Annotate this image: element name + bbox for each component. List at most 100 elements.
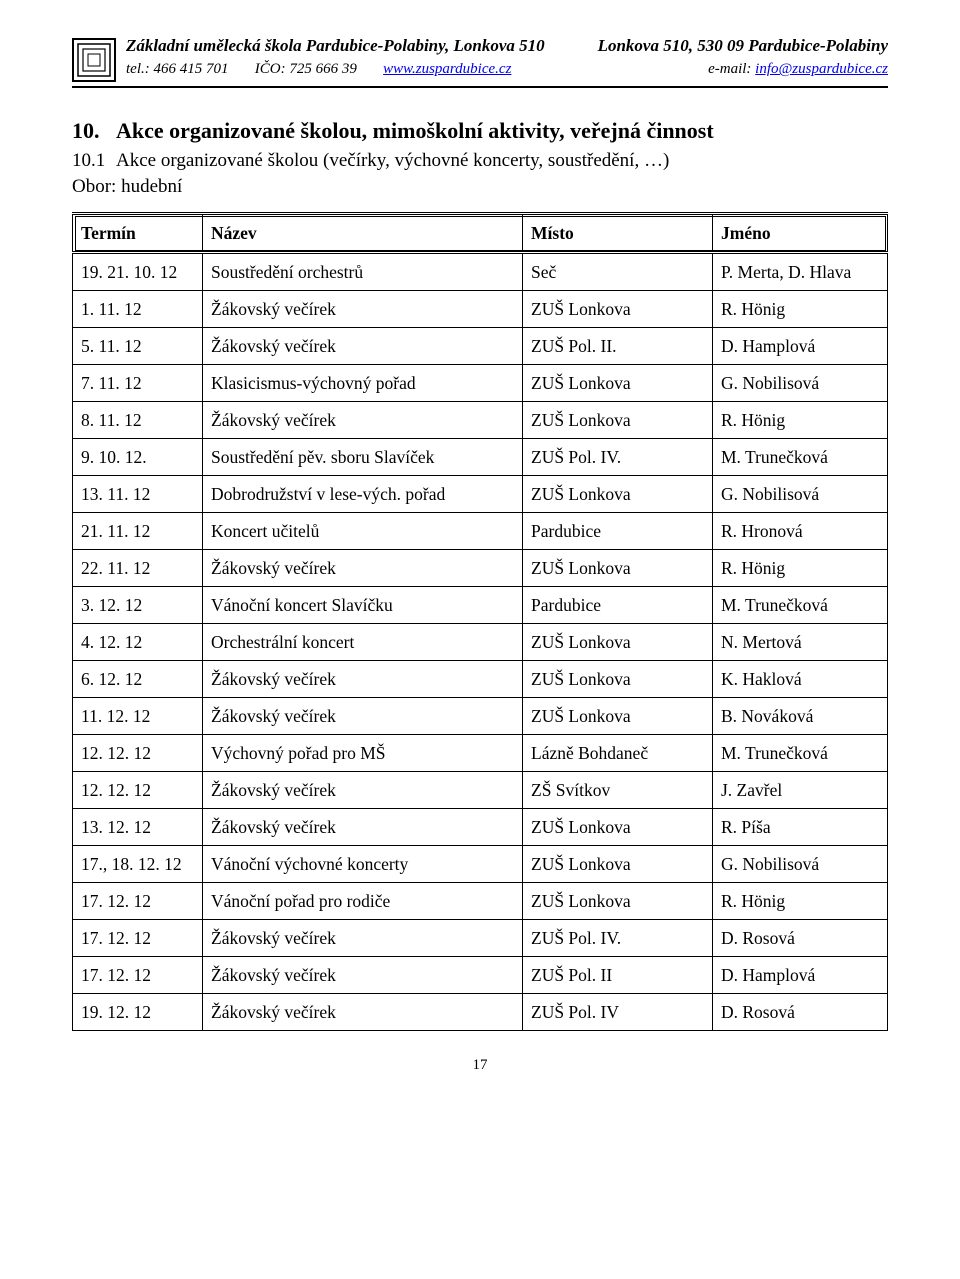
tel-label: tel.: (126, 61, 154, 77)
email-link[interactable]: info@zuspardubice.cz (755, 61, 888, 77)
contact-line-right: e-mail: info@zuspardubice.cz (708, 60, 888, 80)
table-cell: ZUŠ Pol. IV. (523, 439, 713, 476)
table-row: 11. 12. 12Žákovský večírekZUŠ LonkovaB. … (73, 698, 888, 735)
table-row: 13. 12. 12Žákovský večírekZUŠ LonkovaR. … (73, 809, 888, 846)
table-row: 19. 21. 10. 12Soustředění orchestrůSečP.… (73, 253, 888, 291)
table-cell: 13. 11. 12 (73, 476, 203, 513)
table-cell: Žákovský večírek (203, 402, 523, 439)
table-cell: Pardubice (523, 587, 713, 624)
table-cell: Žákovský večírek (203, 698, 523, 735)
table-cell: Žákovský večírek (203, 291, 523, 328)
table-cell: M. Trunečková (713, 735, 888, 772)
table-cell: ZUŠ Lonkova (523, 698, 713, 735)
table-cell: 3. 12. 12 (73, 587, 203, 624)
section-number: 10. (72, 118, 116, 144)
subsection-number: 10.1 (72, 150, 116, 172)
table-cell: Žákovský večírek (203, 550, 523, 587)
events-table-head: Termín Název Místo Jméno (73, 214, 888, 253)
table-cell: M. Trunečková (713, 439, 888, 476)
table-cell: Lázně Bohdaneč (523, 735, 713, 772)
page-number: 17 (72, 1057, 888, 1074)
events-table: Termín Název Místo Jméno 19. 21. 10. 12S… (72, 212, 888, 1031)
table-cell: ZUŠ Lonkova (523, 550, 713, 587)
table-cell: Orchestrální koncert (203, 624, 523, 661)
table-cell: ZUŠ Lonkova (523, 809, 713, 846)
website-link[interactable]: www.zuspardubice.cz (383, 61, 511, 77)
table-cell: 5. 11. 12 (73, 328, 203, 365)
table-cell: 12. 12. 12 (73, 735, 203, 772)
table-row: 22. 11. 12Žákovský večírekZUŠ LonkovaR. … (73, 550, 888, 587)
table-cell: Dobrodružství v lese-vých. pořad (203, 476, 523, 513)
discipline-label: Obor: hudební (72, 176, 888, 198)
table-cell: Žákovský večírek (203, 661, 523, 698)
table-cell: G. Nobilisová (713, 846, 888, 883)
table-cell: Žákovský večírek (203, 920, 523, 957)
table-cell: G. Nobilisová (713, 476, 888, 513)
table-cell: ZUŠ Lonkova (523, 624, 713, 661)
table-cell: D. Hamplová (713, 957, 888, 994)
table-cell: 17., 18. 12. 12 (73, 846, 203, 883)
table-cell: ZUŠ Lonkova (523, 846, 713, 883)
table-cell: ZUŠ Lonkova (523, 476, 713, 513)
contact-line-left: tel.: 466 415 701 IČO: 725 666 39 www.zu… (126, 60, 545, 80)
table-row: 17. 12. 12Vánoční pořad pro rodičeZUŠ Lo… (73, 883, 888, 920)
header-left: Základní umělecká škola Pardubice-Polabi… (126, 36, 545, 80)
table-cell: B. Nováková (713, 698, 888, 735)
table-cell: Vánoční pořad pro rodiče (203, 883, 523, 920)
col-header-jmeno: Jméno (713, 214, 888, 253)
table-cell: Pardubice (523, 513, 713, 550)
table-row: 12. 12. 12Výchovný pořad pro MŠLázně Boh… (73, 735, 888, 772)
table-cell: 11. 12. 12 (73, 698, 203, 735)
table-cell: Seč (523, 253, 713, 291)
subsection-title-text: Akce organizované školou (večírky, výcho… (116, 150, 669, 171)
school-logo-icon (72, 38, 116, 82)
table-cell: R. Hönig (713, 550, 888, 587)
table-cell: J. Zavřel (713, 772, 888, 809)
table-row: 21. 11. 12Koncert učitelůPardubiceR. Hro… (73, 513, 888, 550)
table-cell: ZUŠ Lonkova (523, 291, 713, 328)
table-cell: Žákovský večírek (203, 328, 523, 365)
ico-value: 725 666 39 (289, 61, 357, 77)
col-header-nazev: Název (203, 214, 523, 253)
table-row: 9. 10. 12.Soustředění pěv. sboru Slavíče… (73, 439, 888, 476)
ico-label: IČO: (255, 61, 290, 77)
table-cell: ZŠ Svítkov (523, 772, 713, 809)
table-row: 12. 12. 12Žákovský večírekZŠ SvítkovJ. Z… (73, 772, 888, 809)
table-cell: 8. 11. 12 (73, 402, 203, 439)
events-table-body: 19. 21. 10. 12Soustředění orchestrůSečP.… (73, 253, 888, 1031)
table-cell: 9. 10. 12. (73, 439, 203, 476)
table-cell: 4. 12. 12 (73, 624, 203, 661)
table-cell: ZUŠ Lonkova (523, 365, 713, 402)
page-header: Základní umělecká škola Pardubice-Polabi… (72, 36, 888, 82)
table-cell: ZUŠ Pol. IV. (523, 920, 713, 957)
table-cell: ZUŠ Pol. IV (523, 994, 713, 1031)
school-name: Základní umělecká škola Pardubice-Polabi… (126, 36, 545, 56)
table-cell: R. Hronová (713, 513, 888, 550)
table-row: 4. 12. 12Orchestrální koncertZUŠ Lonkova… (73, 624, 888, 661)
table-row: 13. 11. 12Dobrodružství v lese-vých. poř… (73, 476, 888, 513)
table-cell: R. Hönig (713, 883, 888, 920)
table-row: 5. 11. 12Žákovský večírekZUŠ Pol. II.D. … (73, 328, 888, 365)
table-cell: R. Hönig (713, 291, 888, 328)
table-cell: Žákovský večírek (203, 809, 523, 846)
table-cell: Vánoční výchovné koncerty (203, 846, 523, 883)
table-cell: ZUŠ Lonkova (523, 402, 713, 439)
table-cell: Výchovný pořad pro MŠ (203, 735, 523, 772)
table-cell: 13. 12. 12 (73, 809, 203, 846)
table-cell: R. Píša (713, 809, 888, 846)
header-columns: Základní umělecká škola Pardubice-Polabi… (126, 36, 888, 80)
table-cell: D. Rosová (713, 920, 888, 957)
table-cell: Soustředění orchestrů (203, 253, 523, 291)
table-cell: ZUŠ Pol. II. (523, 328, 713, 365)
table-header-row: Termín Název Místo Jméno (73, 214, 888, 253)
table-row: 3. 12. 12Vánoční koncert SlavíčkuPardubi… (73, 587, 888, 624)
table-cell: 17. 12. 12 (73, 920, 203, 957)
table-row: 17. 12. 12Žákovský večírekZUŠ Pol. IID. … (73, 957, 888, 994)
table-cell: Žákovský večírek (203, 772, 523, 809)
table-cell: G. Nobilisová (713, 365, 888, 402)
email-label: e-mail: (708, 61, 755, 77)
header-right: Lonkova 510, 530 09 Pardubice-Polabiny e… (598, 36, 888, 80)
table-cell: N. Mertová (713, 624, 888, 661)
tel-value: 466 415 701 (154, 61, 229, 77)
table-row: 6. 12. 12Žákovský večírekZUŠ LonkovaK. H… (73, 661, 888, 698)
